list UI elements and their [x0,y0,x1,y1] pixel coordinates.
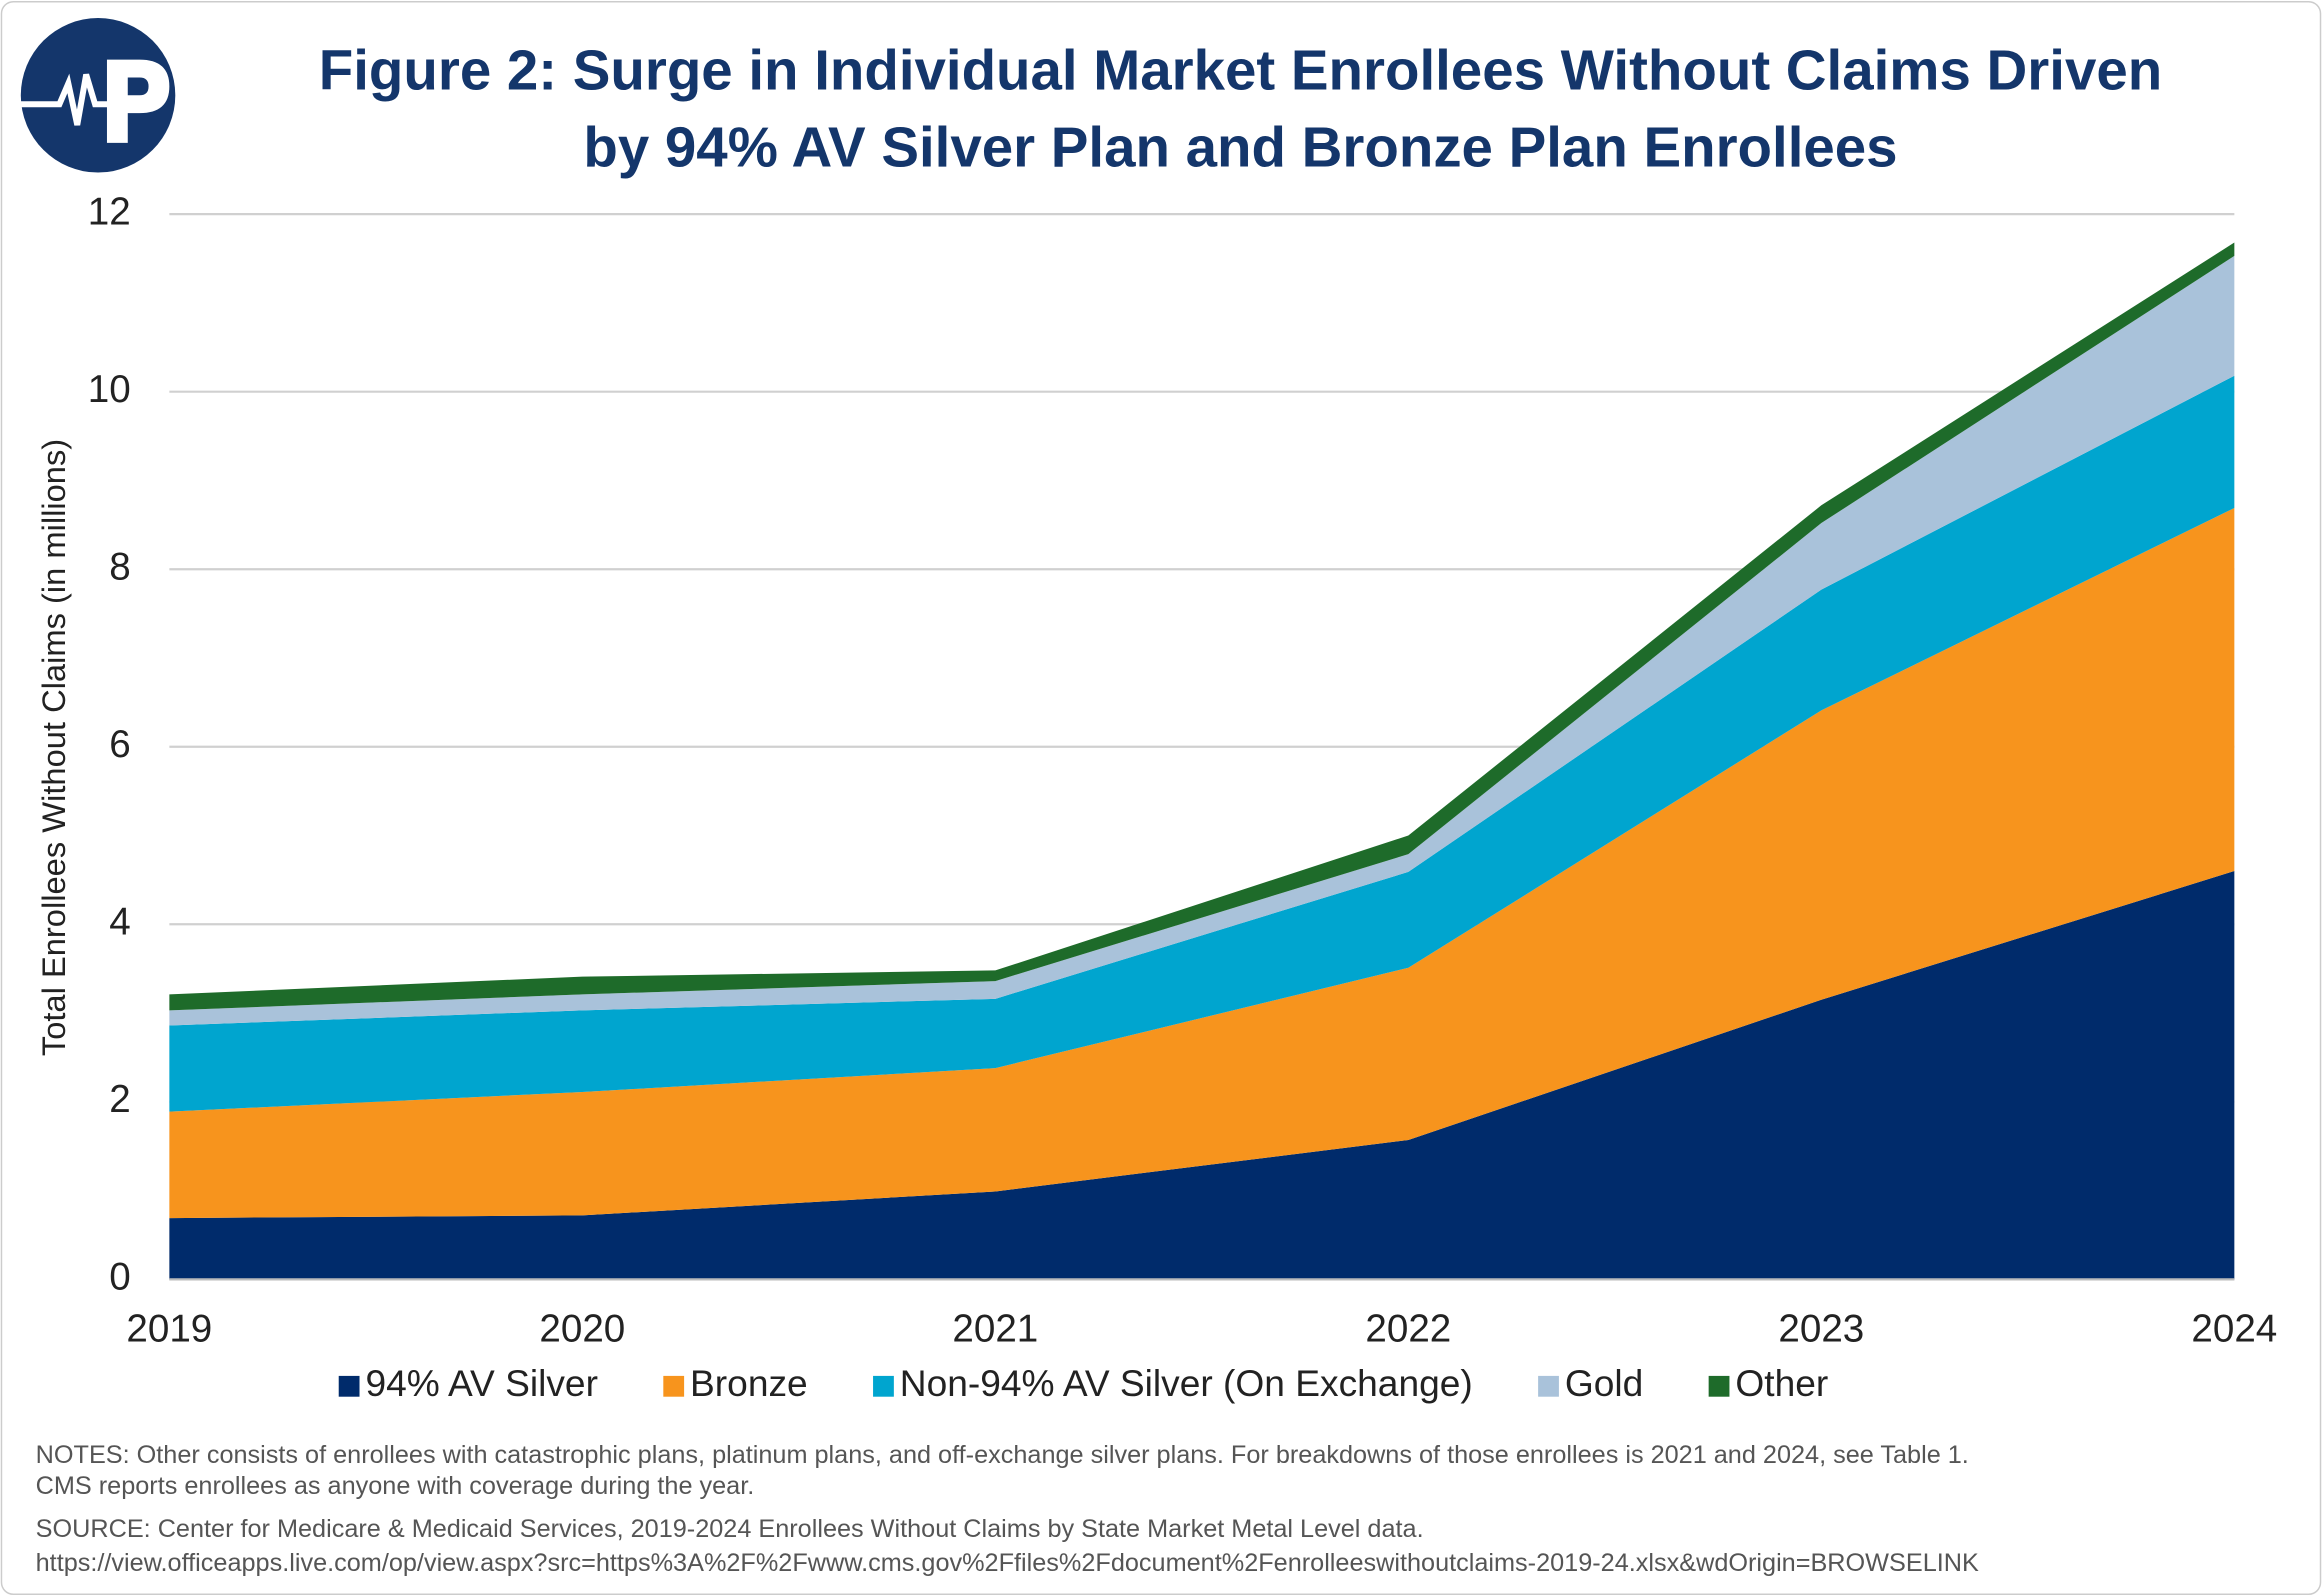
x-tick-label: 2019 [126,1308,212,1351]
chart-title: Figure 2: Surge in Individual Market Enr… [319,38,2162,101]
legend-swatch [1538,1375,1559,1397]
area [169,871,2235,1280]
legend-swatch [338,1375,360,1397]
x-tick-label: 2020 [539,1308,625,1351]
x-tick-label: 2023 [1778,1308,1864,1351]
legend-label: Other [1735,1362,1828,1404]
legend-label: Bronze [690,1362,808,1404]
chart-title: by 94% AV Silver Plan and Bronze Plan En… [583,116,1897,179]
x-tick-label: 2021 [952,1308,1038,1351]
source: https://view.officeapps.live.com/op/view… [36,1549,1979,1577]
area [169,375,2235,1112]
x-tick-label: 2022 [1365,1308,1451,1351]
legend-swatch [663,1375,685,1397]
y-tick-label: 10 [88,368,131,411]
y-tick-label: 8 [109,545,130,588]
x-tick-label: 2024 [2191,1308,2277,1351]
legend-label: Non-94% AV Silver (On Exchange) [900,1362,1473,1404]
note: CMS reports enrollees as anyone with cov… [36,1472,755,1500]
legend-swatch [873,1375,894,1397]
area [169,507,2235,1219]
y-tick-label: 0 [109,1256,130,1299]
y-tick-label: 2 [109,1078,130,1121]
note: NOTES: Other consists of enrollees with … [36,1441,1969,1469]
y-tick-label: 4 [109,900,130,943]
legend-label: 94% AV Silver [365,1362,597,1404]
y-tick-label: 12 [88,190,131,233]
y-tick-label: 6 [109,723,130,766]
logo [20,18,176,173]
y-axis-label: Total Enrollees Without Claims (in milli… [35,439,72,1056]
legend-swatch [1708,1375,1730,1397]
legend-label: Gold [1565,1362,1643,1404]
source: SOURCE: Center for Medicare & Medicaid S… [36,1515,1424,1543]
